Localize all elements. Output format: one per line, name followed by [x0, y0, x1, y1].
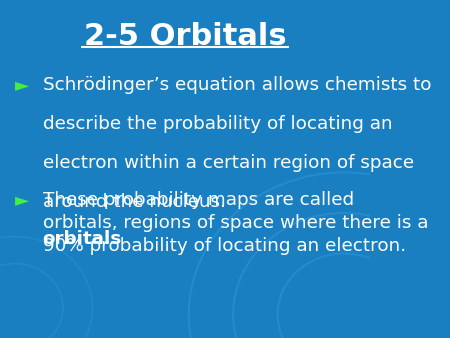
Text: describe the probability of locating an: describe the probability of locating an — [43, 115, 392, 133]
Text: ►: ► — [15, 76, 29, 94]
Text: 2-5 Orbitals: 2-5 Orbitals — [84, 22, 286, 51]
Text: Schrödinger’s equation allows chemists to: Schrödinger’s equation allows chemists t… — [43, 76, 431, 94]
Text: These probability maps are called 
orbitals, regions of space where there is a
9: These probability maps are called orbita… — [43, 191, 428, 255]
Text: around the nucleus.: around the nucleus. — [43, 193, 225, 211]
Text: ►: ► — [15, 191, 29, 209]
Text: electron within a certain region of space: electron within a certain region of spac… — [43, 154, 414, 172]
Text: orbitals: orbitals — [43, 230, 122, 248]
